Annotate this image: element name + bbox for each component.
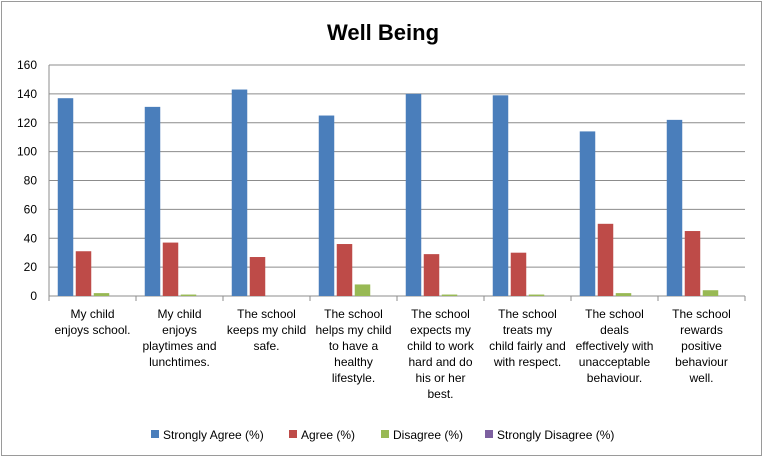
category-label-line: child to work bbox=[407, 339, 475, 353]
category-label: The school keeps my child safe. bbox=[227, 307, 306, 353]
category-label-line: safe. bbox=[253, 339, 279, 353]
category-label-line: lunchtimes. bbox=[149, 355, 210, 369]
category-label: The school expects my child to work hard an… bbox=[407, 307, 475, 401]
bar-2-2 bbox=[162, 242, 179, 296]
legend-swatch bbox=[485, 430, 493, 438]
y-tick-label: 40 bbox=[24, 231, 38, 245]
bar-3-5 bbox=[441, 294, 458, 296]
category-label: The school rewards positive behaviour well. bbox=[672, 307, 731, 385]
bar-1-5 bbox=[405, 93, 422, 296]
category-label-line: enjoys bbox=[162, 323, 197, 337]
category-label-line: treats my bbox=[503, 323, 552, 337]
category-label-line: his or her bbox=[415, 371, 465, 385]
legend-swatch bbox=[151, 430, 159, 438]
bar-1-7 bbox=[579, 131, 596, 296]
category-label-line: effectively with bbox=[576, 339, 654, 353]
legend-swatch bbox=[381, 430, 389, 438]
category-label-line: keeps my child bbox=[227, 323, 306, 337]
bar-3-2 bbox=[180, 294, 197, 296]
bar-3-8 bbox=[702, 290, 719, 296]
y-axis-tick-labels: 0 20 40 60 80 100 120 140 160 bbox=[17, 58, 37, 303]
bar-1-2 bbox=[144, 106, 161, 297]
bar-2-4 bbox=[336, 244, 353, 296]
category-label: My child enjoys school. bbox=[54, 307, 130, 337]
bar-2-8 bbox=[684, 231, 701, 296]
category-label: The school treats my child fairly and with … bbox=[489, 307, 566, 369]
category-label-line: healthy bbox=[334, 355, 373, 369]
bar-2-5 bbox=[423, 254, 440, 296]
bars bbox=[57, 89, 719, 297]
category-label-line: behaviour. bbox=[587, 371, 642, 385]
y-tick-label: 0 bbox=[30, 289, 37, 303]
y-tick-label: 120 bbox=[17, 116, 37, 130]
category-label-line: well. bbox=[688, 371, 713, 385]
y-tick-label: 140 bbox=[17, 87, 37, 101]
category-label: The school helps my child to have a healthy… bbox=[315, 307, 391, 385]
category-label-line: rewards bbox=[680, 323, 723, 337]
y-tick-label: 160 bbox=[17, 58, 37, 72]
category-label-line: The school bbox=[498, 307, 557, 321]
bar-2-6 bbox=[510, 252, 527, 296]
y-tick-label: 60 bbox=[24, 202, 38, 216]
bar-2-1 bbox=[75, 251, 92, 296]
category-label-line: with respect. bbox=[493, 355, 561, 369]
category-label: My child enjoys playtimes and lunchtimes. bbox=[142, 307, 216, 369]
category-label-line: The school bbox=[411, 307, 470, 321]
category-label-line: playtimes and bbox=[142, 339, 216, 353]
category-label-line: hard and do bbox=[408, 355, 472, 369]
bar-2-3 bbox=[249, 257, 266, 296]
category-label-line: unacceptable bbox=[579, 355, 651, 369]
bar-1-4 bbox=[318, 115, 335, 296]
category-label-line: The school bbox=[237, 307, 296, 321]
category-label-line: to have a bbox=[329, 339, 379, 353]
legend-label: Disagree (%) bbox=[393, 428, 463, 442]
legend-label: Agree (%) bbox=[301, 428, 355, 442]
legend: Strongly Agree (%) Agree (%) Disagree (%) S… bbox=[151, 428, 614, 442]
legend-label: Strongly Agree (%) bbox=[163, 428, 264, 442]
y-tick-label: 100 bbox=[17, 145, 37, 159]
legend-label: Strongly Disagree (%) bbox=[497, 428, 614, 442]
bar-2-7 bbox=[597, 223, 614, 296]
bar-3-4 bbox=[354, 284, 371, 296]
y-tick-label: 20 bbox=[24, 260, 38, 274]
category-label-line: enjoys school. bbox=[54, 323, 130, 337]
bar-3-7 bbox=[615, 293, 632, 296]
bar-3-1 bbox=[93, 293, 110, 296]
category-label-line: helps my child bbox=[315, 323, 391, 337]
category-label-line: deals bbox=[600, 323, 629, 337]
category-label-line: The school bbox=[585, 307, 644, 321]
chart-title: Well Being bbox=[327, 20, 439, 45]
category-label-line: The school bbox=[672, 307, 731, 321]
legend-swatch bbox=[289, 430, 297, 438]
category-label-line: lifestyle. bbox=[332, 371, 375, 385]
bar-1-3 bbox=[231, 89, 248, 296]
bar-1-1 bbox=[57, 98, 74, 296]
category-label-line: My child bbox=[157, 307, 201, 321]
category-label: The school deals effectively with unaccepta… bbox=[576, 307, 654, 385]
bar-3-6 bbox=[528, 294, 545, 296]
category-label-line: best. bbox=[427, 387, 453, 401]
bar-1-8 bbox=[666, 119, 683, 296]
category-label-line: positive bbox=[681, 339, 722, 353]
category-label-line: behaviour bbox=[675, 355, 728, 369]
category-label-line: The school bbox=[324, 307, 383, 321]
category-label-line: child fairly and bbox=[489, 339, 566, 353]
category-label-line: My child bbox=[70, 307, 114, 321]
y-tick-label: 80 bbox=[24, 174, 38, 188]
category-label-line: expects my bbox=[410, 323, 471, 337]
bar-1-6 bbox=[492, 95, 509, 296]
x-axis-category-labels: My child enjoys school. My child enjoys play… bbox=[54, 307, 730, 401]
